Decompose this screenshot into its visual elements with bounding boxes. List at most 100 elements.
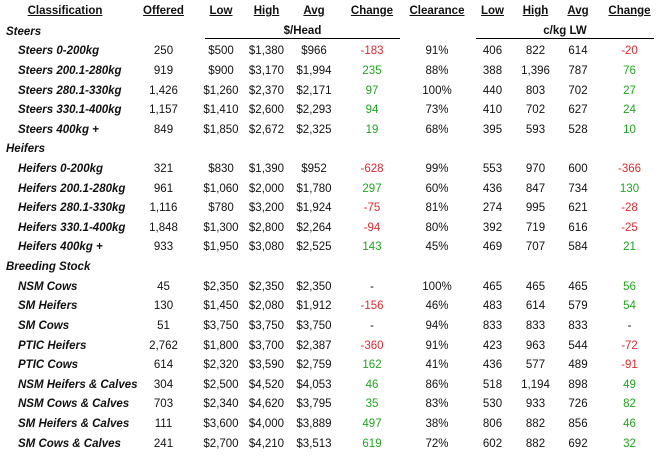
cell: $2,350 <box>203 280 239 293</box>
row-label: Steers 0-200kg <box>18 45 100 58</box>
cell: 395 <box>482 123 503 136</box>
cell: -183 <box>360 45 384 58</box>
cell: 130 <box>153 300 174 313</box>
cell: 544 <box>568 339 588 352</box>
cell: 60% <box>425 182 449 195</box>
cell: 1,157 <box>149 104 178 117</box>
sub-header: $/Head <box>205 24 400 39</box>
cell: 489 <box>568 359 588 372</box>
cell: 97 <box>365 84 379 97</box>
cell: $4,520 <box>248 378 285 391</box>
header-cell: Avg <box>303 5 325 17</box>
cell: $3,590 <box>248 359 285 372</box>
cell: 99% <box>425 163 449 176</box>
cell: $2,600 <box>248 104 285 117</box>
row-label: Heifers 200.1-280kg <box>18 182 126 195</box>
cell: 1,194 <box>521 378 550 391</box>
cell: 822 <box>525 45 546 58</box>
cell: $2,264 <box>296 221 332 234</box>
cell: 497 <box>362 417 382 430</box>
cell: 465 <box>525 280 546 293</box>
cell: $2,350 <box>248 280 285 293</box>
cell: $3,700 <box>248 339 285 352</box>
cell: $3,750 <box>248 319 285 332</box>
cell: $3,200 <box>248 202 285 215</box>
cell: 577 <box>525 359 546 372</box>
cell: 436 <box>482 182 503 195</box>
cell: 465 <box>568 280 588 293</box>
cell: $2,370 <box>248 84 285 97</box>
cell: $500 <box>208 45 234 58</box>
cell: $3,795 <box>296 398 332 411</box>
row-label: Heifers 400kg + <box>18 241 103 254</box>
cell: -75 <box>363 202 381 215</box>
cell: 600 <box>568 163 588 176</box>
cell: $2,000 <box>248 182 285 195</box>
cell: 1,426 <box>149 84 178 97</box>
cell: 423 <box>482 339 503 352</box>
header-cell: High <box>253 5 280 17</box>
cell: $3,513 <box>296 437 332 450</box>
cell: 2,762 <box>149 339 178 352</box>
cell: 961 <box>153 182 174 195</box>
cell: 100% <box>422 84 452 97</box>
cell: 614 <box>153 359 174 372</box>
cell: - <box>370 319 374 332</box>
cell: 297 <box>362 182 382 195</box>
cell: $2,672 <box>248 123 285 136</box>
cell: 616 <box>568 221 588 234</box>
cell: 41% <box>425 359 449 372</box>
cell: 45 <box>157 280 170 293</box>
cell: $3,080 <box>248 241 285 254</box>
cell: 621 <box>568 202 588 215</box>
cell: $2,387 <box>296 339 332 352</box>
cell: 94% <box>425 319 449 332</box>
cell: 392 <box>482 221 503 234</box>
cell: 619 <box>362 437 382 450</box>
cell: 56 <box>623 280 636 293</box>
cell: -360 <box>360 339 384 352</box>
cell: 436 <box>482 359 503 372</box>
row-label: NSM Cows & Calves <box>18 398 130 411</box>
cell: 1,116 <box>149 202 178 215</box>
cell: 849 <box>153 123 174 136</box>
cell: 130 <box>619 182 640 195</box>
cell: 833 <box>525 319 546 332</box>
cell: 49 <box>623 378 636 391</box>
cell: 10 <box>623 123 636 136</box>
cell: 81% <box>425 202 449 215</box>
cell: 321 <box>153 163 174 176</box>
cell: $4,210 <box>248 437 285 450</box>
row-label: Heifers 0-200kg <box>18 163 104 176</box>
cell: 806 <box>482 417 503 430</box>
cell: 614 <box>525 300 546 313</box>
cell: 46 <box>365 378 379 391</box>
cell: 111 <box>154 417 173 430</box>
cell: 483 <box>482 300 503 313</box>
cell: 803 <box>525 84 546 97</box>
cell: $1,450 <box>203 300 239 313</box>
cell: 162 <box>362 359 382 372</box>
cell: 882 <box>525 417 546 430</box>
row-label: NSM Cows <box>18 280 78 293</box>
cell: 614 <box>568 45 588 58</box>
header-cell: Low <box>209 5 233 17</box>
cell: $1,410 <box>203 104 239 117</box>
cell: 787 <box>568 65 588 77</box>
cell: 82 <box>623 398 636 411</box>
cell: 465 <box>482 280 503 293</box>
cell: $2,525 <box>296 241 332 254</box>
cell: 518 <box>482 378 503 391</box>
cell: 86% <box>425 378 449 391</box>
row-label: PTIC Heifers <box>18 339 87 352</box>
sub-header: c/kg LW <box>476 24 654 39</box>
row-label: SM Cows <box>18 319 70 332</box>
cell: 73% <box>425 104 449 117</box>
row-label: NSM Heifers & Calves <box>18 378 138 391</box>
cell: -28 <box>621 202 638 215</box>
cell: 80% <box>425 221 449 234</box>
cell: $1,380 <box>248 45 285 58</box>
cell: $1,300 <box>203 221 239 234</box>
cell: 702 <box>568 84 588 97</box>
